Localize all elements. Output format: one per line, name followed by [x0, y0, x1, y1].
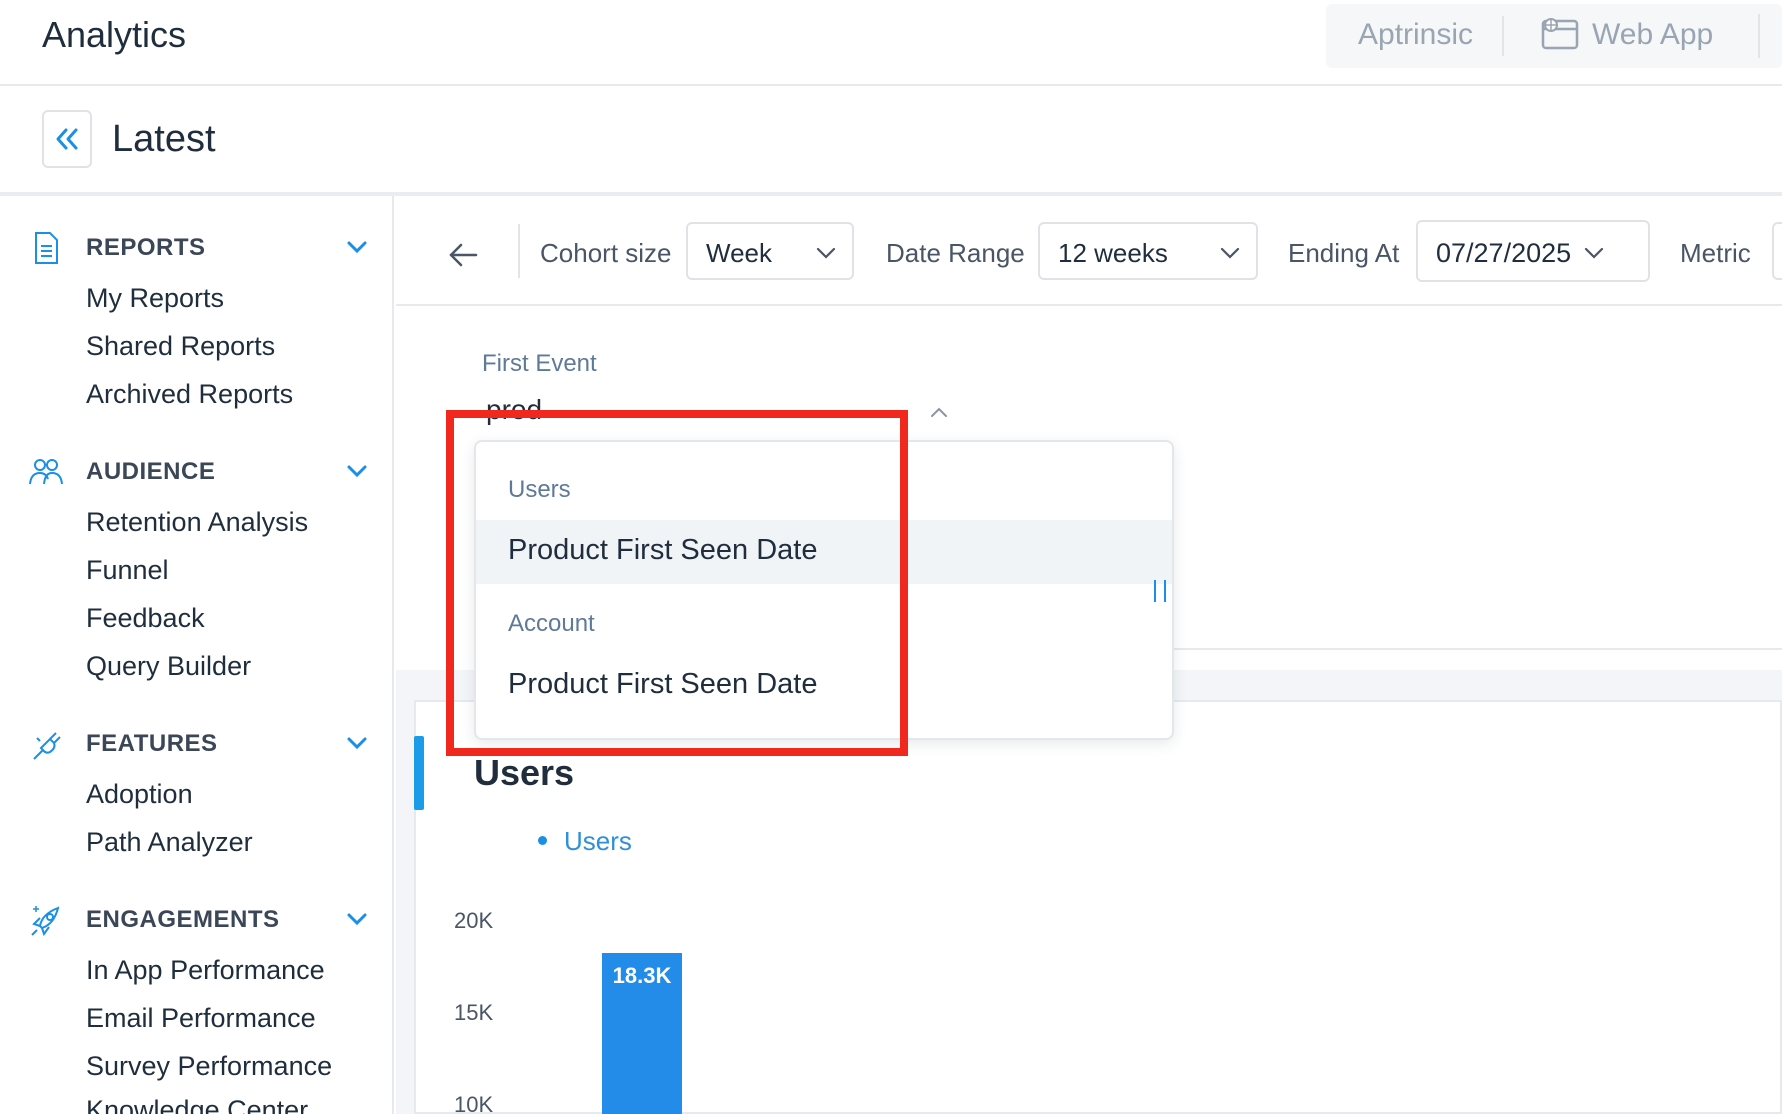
section-title: AUDIENCE: [86, 458, 216, 485]
rocket-icon: [31, 906, 60, 937]
web-app-link[interactable]: Web App: [1592, 18, 1714, 51]
collapse-sidebar-button[interactable]: [42, 110, 92, 168]
sidebar-item-query-builder[interactable]: Query Builder: [86, 651, 252, 681]
metric-label: Metric: [1680, 238, 1751, 268]
chevron-down-icon[interactable]: [346, 462, 368, 480]
sidebar-item-retention-analysis[interactable]: Retention Analysis: [86, 507, 309, 537]
legend-label[interactable]: Users: [564, 826, 632, 856]
y-tick-label: 20K: [454, 908, 494, 933]
dropdown-group-account: Account: [508, 610, 595, 637]
sidebar-section-engagements[interactable]: ENGAGEMENTS: [0, 900, 392, 940]
dropdown-group-users: Users: [508, 476, 571, 503]
section-title: FEATURES: [86, 730, 218, 757]
bar-data-label: 18.3K: [612, 963, 672, 989]
cohort-size-select[interactable]: Week: [686, 222, 854, 280]
page-header: Latest: [0, 88, 1782, 196]
page-title: Latest: [112, 118, 216, 160]
section-title: ENGAGEMENTS: [86, 906, 280, 933]
ending-at-date-picker[interactable]: 07/27/2025: [1416, 220, 1650, 282]
users-icon: [29, 459, 63, 485]
sidebar-item-knowledge-center[interactable]: Knowledge Center: [86, 1095, 309, 1114]
sidebar-item-my-reports[interactable]: My Reports: [86, 283, 225, 313]
chevron-down-icon: [1584, 247, 1604, 259]
sidebar-item-email-performance[interactable]: Email Performance: [86, 1003, 316, 1033]
option-users-product-first-seen-date[interactable]: Product First Seen Date: [476, 520, 1172, 584]
ending-at-label: Ending At: [1288, 238, 1400, 268]
sidebar-section-audience[interactable]: AUDIENCE: [0, 452, 392, 492]
y-tick-label: 15K: [454, 1000, 494, 1025]
metric-select[interactable]: [1772, 222, 1782, 280]
first-event-label: First Event: [482, 350, 597, 377]
sidebar-item-archived-reports[interactable]: Archived Reports: [86, 379, 294, 409]
resize-handle-icon[interactable]: [1152, 578, 1168, 604]
option-account-product-first-seen-date[interactable]: Product First Seen Date: [476, 654, 1172, 718]
sidebar-item-shared-reports[interactable]: Shared Reports: [86, 331, 276, 361]
legend-marker: [538, 836, 547, 845]
top-header: Analytics Aptrinsic Web App: [0, 0, 1782, 86]
section-title: REPORTS: [86, 234, 206, 261]
date-range-select[interactable]: 12 weeks: [1038, 222, 1258, 280]
chart-bar[interactable]: [602, 953, 682, 1114]
divider: [1502, 16, 1504, 56]
chevron-down-icon: [816, 247, 836, 259]
chevron-down-icon[interactable]: [346, 734, 368, 752]
cohort-size-label: Cohort size: [540, 238, 672, 268]
browser-window-icon[interactable]: [1540, 16, 1580, 52]
first-event-search-input[interactable]: prod: [486, 394, 543, 425]
sidebar: REPORTS My Reports Shared Reports Archiv…: [0, 196, 394, 1114]
app-title: Analytics: [42, 14, 187, 55]
double-chevron-left-icon: [56, 128, 78, 150]
date-range-label: Date Range: [886, 238, 1025, 268]
aptrinsic-link[interactable]: Aptrinsic: [1358, 18, 1474, 51]
sidebar-item-survey-performance[interactable]: Survey Performance: [86, 1051, 333, 1081]
report-toolbar: Cohort size Week Date Range 12 weeks End…: [396, 196, 1782, 306]
first-event-dropdown: Users Product First Seen Date Account Pr…: [474, 440, 1174, 740]
sidebar-section-reports[interactable]: REPORTS: [0, 228, 392, 268]
card-accent-bar: [414, 736, 424, 810]
sidebar-item-funnel[interactable]: Funnel: [86, 555, 169, 585]
cohort-size-value: Week: [706, 238, 772, 268]
chart-title: Users: [474, 752, 575, 793]
sidebar-item-path-analyzer[interactable]: Path Analyzer: [86, 827, 253, 857]
chevron-up-icon[interactable]: [930, 406, 948, 418]
divider: [1170, 648, 1782, 650]
divider: [518, 224, 520, 278]
document-icon: [35, 232, 58, 264]
chevron-down-icon: [1220, 247, 1240, 259]
sidebar-item-feedback[interactable]: Feedback: [86, 603, 205, 633]
divider: [1758, 14, 1760, 58]
chevron-down-icon[interactable]: [346, 910, 368, 928]
plug-icon: [33, 732, 61, 760]
product-switcher: Aptrinsic Web App: [1326, 4, 1782, 68]
option-label: Product First Seen Date: [508, 668, 818, 700]
chevron-down-icon[interactable]: [346, 238, 368, 256]
sidebar-item-in-app-performance[interactable]: In App Performance: [86, 955, 325, 985]
sidebar-item-adoption[interactable]: Adoption: [86, 779, 193, 809]
sidebar-section-features[interactable]: FEATURES: [0, 724, 392, 764]
y-tick-label: 10K: [454, 1092, 494, 1114]
date-range-value: 12 weeks: [1058, 238, 1168, 268]
back-arrow-icon[interactable]: [448, 242, 478, 268]
ending-at-value: 07/27/2025: [1436, 238, 1572, 268]
highlight-box: [446, 410, 908, 756]
option-label: Product First Seen Date: [508, 534, 818, 566]
